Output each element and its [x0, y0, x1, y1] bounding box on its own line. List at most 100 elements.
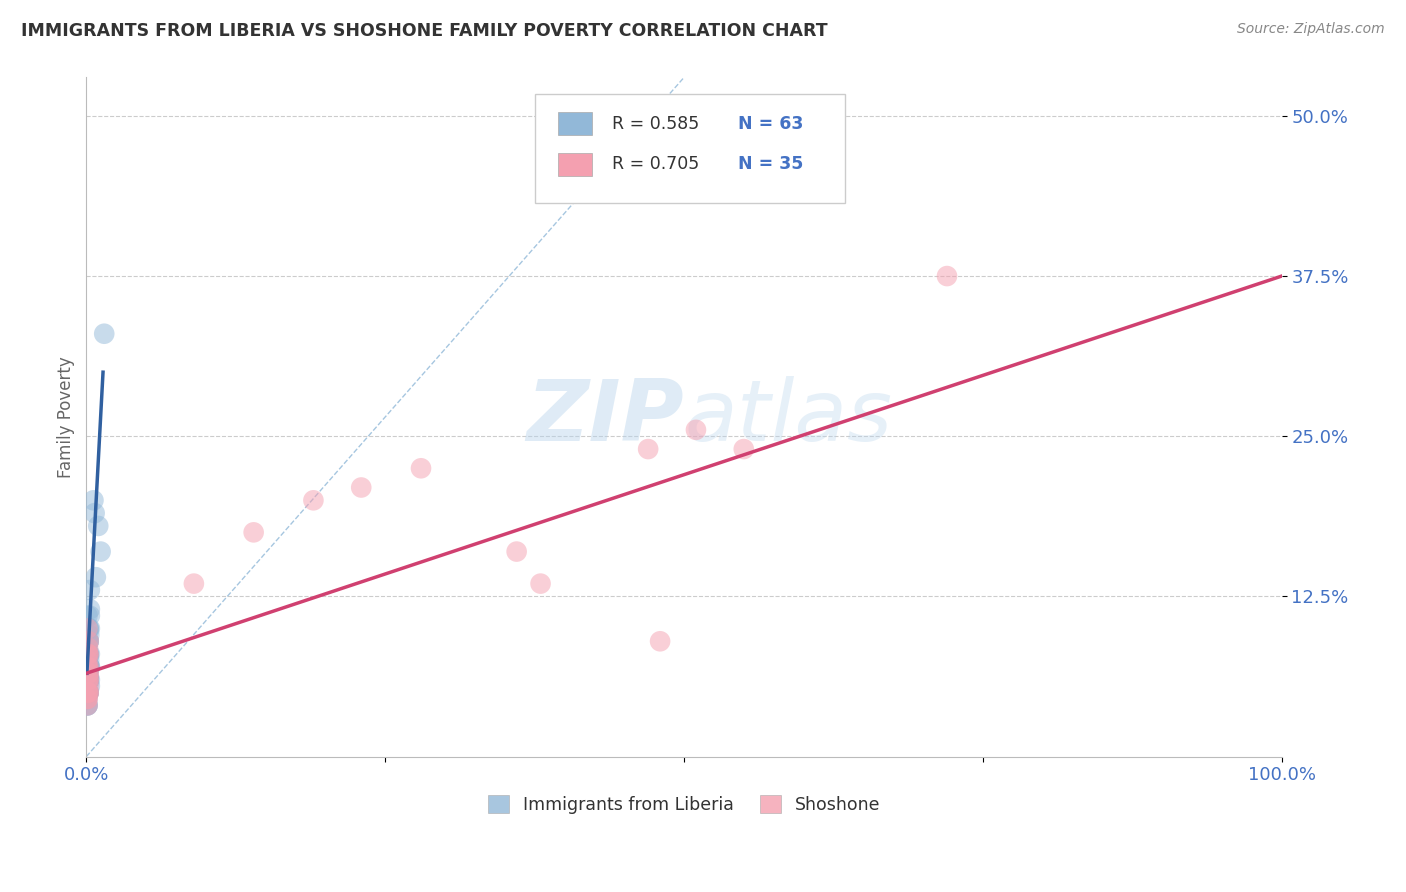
Point [79, 660, 101, 674]
Point [76, 685, 98, 699]
FancyBboxPatch shape [534, 95, 845, 203]
Point [76, 634, 98, 648]
Text: N = 35: N = 35 [738, 155, 803, 173]
FancyBboxPatch shape [558, 112, 592, 136]
Point [79, 660, 101, 674]
Point [84, 570, 107, 584]
Point [76, 608, 98, 623]
Legend: Immigrants from Liberia, Shoshone: Immigrants from Liberia, Shoshone [479, 787, 889, 822]
Point [77, 628, 100, 642]
Point [76, 685, 98, 699]
Point [76, 692, 98, 706]
Point [76, 647, 98, 661]
Point [76, 673, 98, 687]
Point [82, 493, 104, 508]
Point [76, 673, 98, 687]
Point [76, 698, 98, 713]
Point [76, 685, 98, 699]
Text: ZIP: ZIP [526, 376, 683, 458]
Point [79, 673, 101, 687]
Point [77, 647, 100, 661]
Point [77, 666, 100, 681]
Point [87, 519, 110, 533]
Point [77, 679, 100, 693]
Point [77, 685, 100, 699]
Point [79, 608, 101, 623]
Point [77, 647, 100, 661]
Point [77, 660, 100, 674]
Text: Source: ZipAtlas.com: Source: ZipAtlas.com [1237, 22, 1385, 37]
Point [77, 685, 100, 699]
Point [637, 442, 659, 456]
Point [409, 461, 432, 475]
Point [77, 673, 100, 687]
Text: R = 0.705: R = 0.705 [612, 155, 700, 173]
Point [77, 634, 100, 648]
Point [93, 326, 115, 341]
Point [77, 660, 100, 674]
Point [77, 673, 100, 687]
Point [936, 268, 959, 283]
Point [77, 685, 100, 699]
Point [79, 679, 101, 693]
Point [77, 673, 100, 687]
Point [77, 622, 100, 636]
Point [77, 673, 100, 687]
Point [76, 647, 98, 661]
Point [76, 660, 98, 674]
Point [77, 634, 100, 648]
Point [350, 481, 373, 495]
Point [77, 660, 100, 674]
Point [76, 685, 98, 699]
Point [76, 685, 98, 699]
Text: atlas: atlas [683, 376, 891, 458]
Point [76, 622, 98, 636]
Point [529, 576, 551, 591]
Point [76, 698, 98, 713]
Point [77, 673, 100, 687]
Point [77, 660, 100, 674]
Point [77, 666, 100, 681]
Point [76, 685, 98, 699]
Point [505, 544, 527, 558]
Point [76, 640, 98, 655]
Point [77, 673, 100, 687]
Text: R = 0.585: R = 0.585 [612, 115, 700, 133]
Point [76, 698, 98, 713]
Point [77, 673, 100, 687]
Point [76, 673, 98, 687]
Point [302, 493, 325, 508]
Point [77, 685, 100, 699]
Point [77, 640, 100, 655]
Point [685, 423, 707, 437]
Point [76, 660, 98, 674]
Point [648, 634, 671, 648]
Point [77, 660, 100, 674]
Point [76, 698, 98, 713]
Point [77, 634, 100, 648]
Point [77, 666, 100, 681]
Y-axis label: Family Poverty: Family Poverty [58, 356, 75, 478]
Point [79, 602, 101, 616]
FancyBboxPatch shape [558, 153, 592, 176]
Point [76, 685, 98, 699]
Point [77, 647, 100, 661]
Point [77, 634, 100, 648]
Point [76, 647, 98, 661]
Point [76, 647, 98, 661]
Point [77, 622, 100, 636]
Point [77, 653, 100, 667]
Point [242, 525, 264, 540]
Point [77, 685, 100, 699]
Point [90, 544, 112, 558]
Point [77, 647, 100, 661]
Point [83, 506, 105, 520]
Point [76, 692, 98, 706]
Point [77, 660, 100, 674]
Point [76, 692, 98, 706]
Text: IMMIGRANTS FROM LIBERIA VS SHOSHONE FAMILY POVERTY CORRELATION CHART: IMMIGRANTS FROM LIBERIA VS SHOSHONE FAMI… [21, 22, 828, 40]
Point [77, 660, 100, 674]
Point [183, 576, 205, 591]
Point [76, 685, 98, 699]
Point [79, 647, 101, 661]
